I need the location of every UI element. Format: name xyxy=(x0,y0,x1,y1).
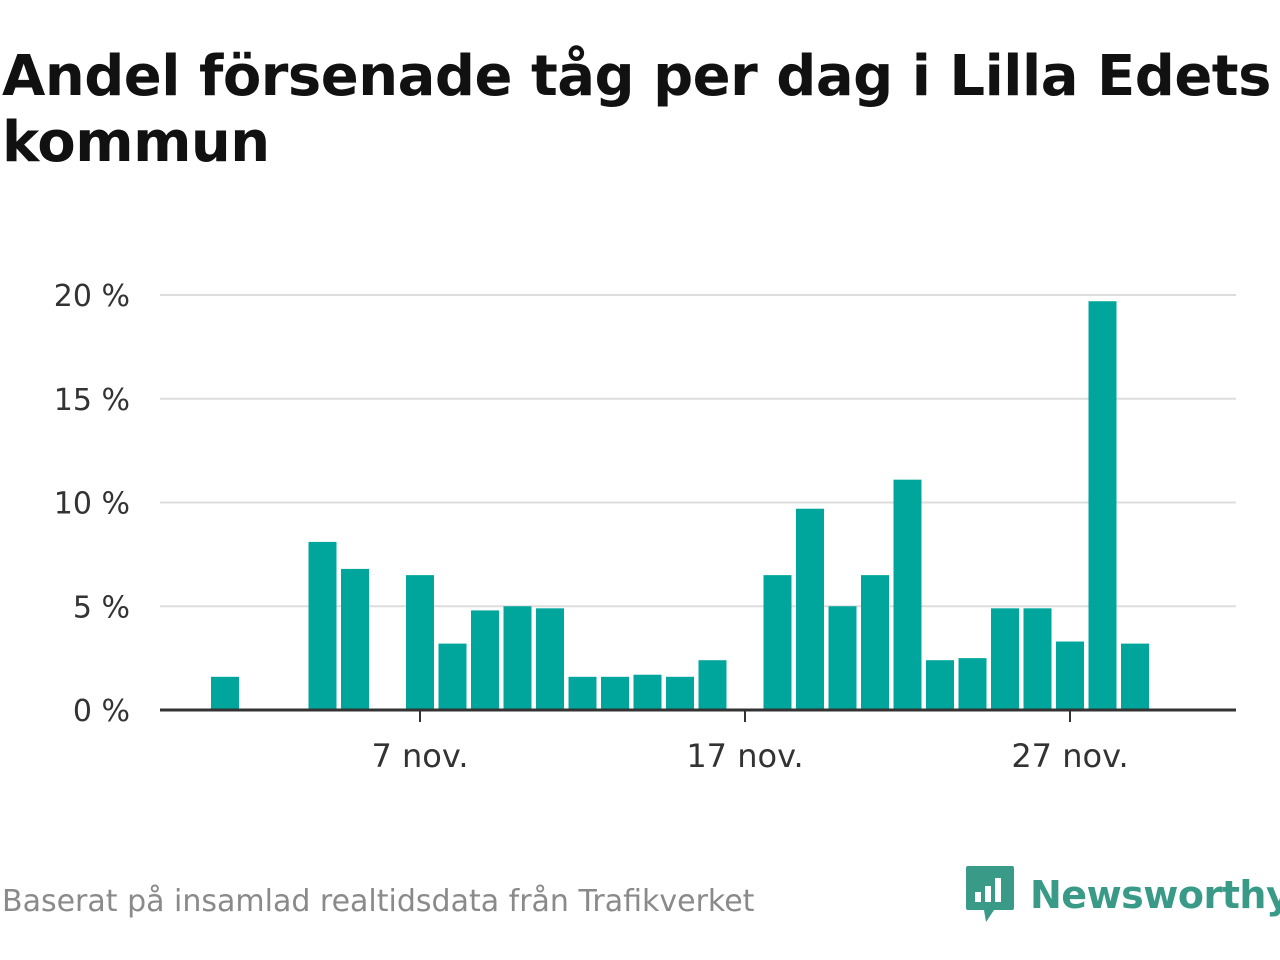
bar xyxy=(796,508,824,710)
x-tick-label: 27 nov. xyxy=(1011,737,1128,775)
bar xyxy=(503,606,532,710)
bar xyxy=(211,676,239,710)
bar xyxy=(406,575,434,710)
y-tick-label: 15 % xyxy=(54,383,130,418)
gridlines xyxy=(160,294,1236,608)
newsworthy-logo-icon xyxy=(966,866,1014,922)
bar xyxy=(861,575,889,710)
y-tick-label: 20 % xyxy=(54,279,130,314)
x-tick-label: 7 nov. xyxy=(371,737,468,775)
bar xyxy=(958,658,987,710)
bar xyxy=(698,660,727,710)
bar xyxy=(536,608,564,710)
bar xyxy=(308,541,337,710)
bar xyxy=(341,568,369,710)
bar xyxy=(633,674,662,710)
chart-title: Andel försenade tåg per dag i Lilla Edet… xyxy=(2,44,1271,175)
bar xyxy=(893,479,922,710)
brand: Newsworthy xyxy=(964,862,1280,928)
bar xyxy=(1056,641,1084,710)
bar xyxy=(438,643,467,710)
bar xyxy=(991,608,1019,710)
bar xyxy=(1121,643,1149,710)
bars xyxy=(211,301,1149,710)
y-tick-label: 0 % xyxy=(73,694,130,729)
y-tick-label: 10 % xyxy=(54,487,130,522)
bar xyxy=(926,660,954,710)
bar xyxy=(568,676,597,710)
y-tick-labels: 0 % 5 % 10 % 15 % 20 % xyxy=(54,279,130,729)
x-tick-labels: 7 nov. 17 nov. 27 nov. xyxy=(371,737,1128,775)
brand-name: Newsworthy xyxy=(1030,873,1280,917)
x-tick-label: 17 nov. xyxy=(686,737,803,775)
y-tick-label: 5 % xyxy=(73,590,130,625)
bar xyxy=(1023,608,1052,710)
source-note: Baserat på insamlad realtidsdata från Tr… xyxy=(2,884,755,919)
bar xyxy=(601,676,629,710)
bar xyxy=(471,610,499,710)
bar xyxy=(828,606,857,710)
bar xyxy=(1088,301,1117,710)
bar xyxy=(666,676,694,710)
bar xyxy=(763,575,792,710)
axes xyxy=(160,708,1236,722)
